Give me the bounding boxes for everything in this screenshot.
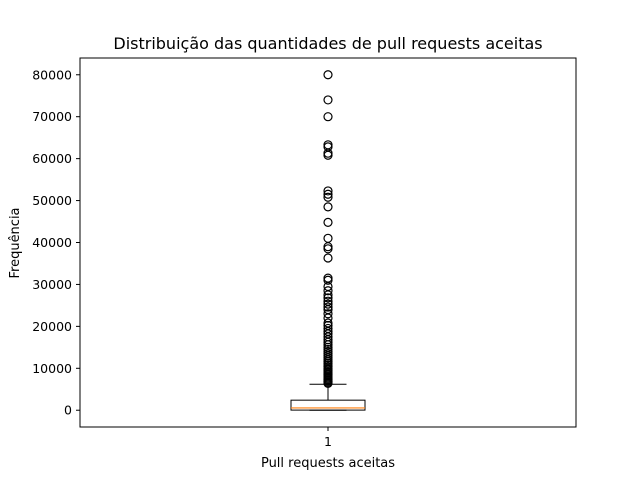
- outlier-point: [323, 217, 333, 227]
- outlier-point: [323, 233, 333, 243]
- y-tick-label: 10000: [32, 361, 72, 376]
- outlier-point: [323, 189, 333, 199]
- y-axis: 0 10000 20000 30000 40000 50000 60000 70000 8000…: [32, 67, 80, 418]
- y-tick-label: 0: [64, 403, 72, 418]
- outlier-point: [323, 253, 333, 263]
- y-tick-label: 70000: [32, 109, 72, 124]
- outlier-point: [323, 299, 333, 309]
- outlier-point: [323, 192, 333, 202]
- outlier-point: [323, 309, 333, 319]
- x-axis: 1: [324, 427, 332, 449]
- y-axis-label: Frequência: [8, 207, 23, 278]
- outlier-point: [323, 186, 333, 196]
- outlier-point: [323, 202, 333, 212]
- y-tick-label: 40000: [32, 235, 72, 250]
- outlier-point: [323, 273, 333, 283]
- outlier-point: [323, 323, 333, 334]
- y-tick-label: 50000: [32, 193, 72, 208]
- outlier-point: [323, 95, 333, 105]
- outlier-points: [323, 70, 333, 388]
- chart-title: Distribuição das quantidades de pull req…: [113, 34, 542, 53]
- outlier-point: [323, 318, 333, 328]
- y-tick-label: 20000: [32, 319, 72, 334]
- y-tick-label: 60000: [32, 151, 72, 166]
- box-iqr: [290, 399, 366, 411]
- outlier-point: [323, 302, 333, 312]
- x-axis-label: Pull requests aceitas: [261, 456, 395, 471]
- outlier-point: [323, 286, 333, 296]
- outlier-point: [323, 70, 333, 80]
- outlier-point: [323, 140, 333, 150]
- y-tick-label: 30000: [32, 277, 72, 292]
- outlier-point: [323, 296, 333, 306]
- outlier-point: [323, 112, 333, 122]
- y-tick-label: 80000: [32, 67, 72, 82]
- box-series: [290, 383, 366, 411]
- x-tick-label: 1: [324, 434, 332, 449]
- outlier-point: [323, 293, 333, 303]
